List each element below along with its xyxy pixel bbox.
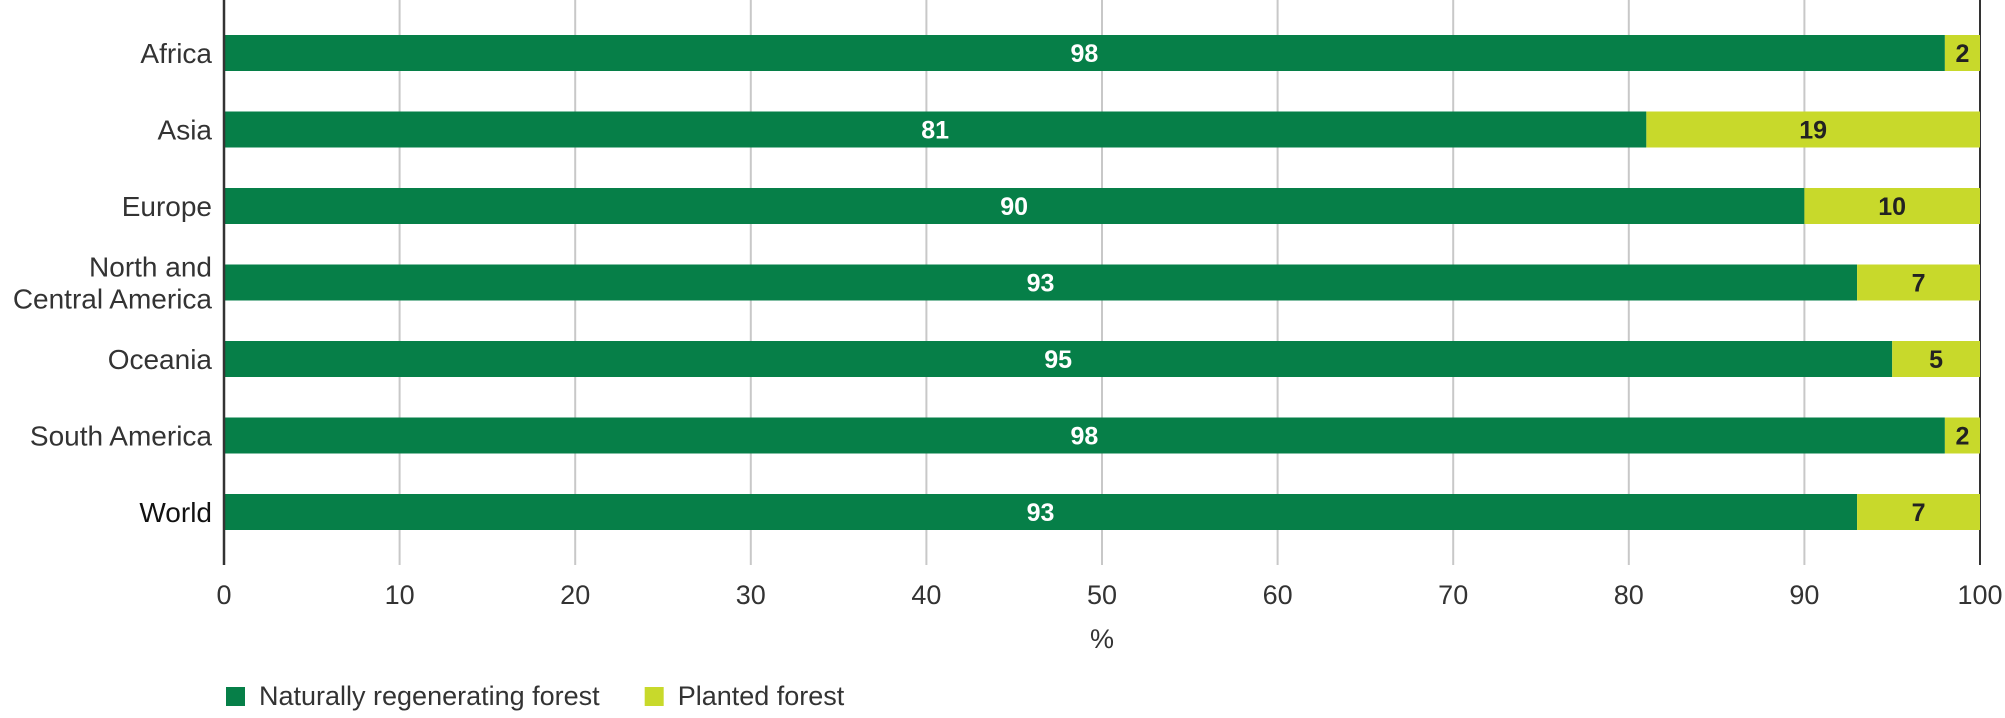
data-label: 2: [1955, 423, 1969, 451]
bar-naturally-regenerating: [224, 341, 1893, 377]
data-label: 93: [1027, 499, 1055, 527]
bar-naturally-regenerating: [224, 188, 1805, 224]
bar-planted: [1892, 341, 1980, 377]
bar-planted: [1857, 494, 1980, 530]
bar-naturally-regenerating: [224, 111, 1647, 148]
legend-swatch: [226, 687, 245, 706]
x-tick-label: 0: [216, 580, 231, 610]
x-tick-label: 90: [1789, 580, 1819, 610]
bar-planted: [1857, 264, 1980, 301]
x-tick-label: 70: [1438, 580, 1468, 610]
data-label: 90: [1000, 193, 1028, 221]
data-label: 95: [1044, 346, 1072, 374]
x-tick-label: 20: [560, 580, 590, 610]
x-tick-label: 50: [1087, 580, 1117, 610]
data-label: 19: [1799, 117, 1827, 145]
bar-planted: [1944, 417, 1980, 454]
x-tick-label: 40: [911, 580, 941, 610]
bar-planted: [1944, 35, 1980, 71]
data-label: 81: [921, 117, 949, 145]
bar-naturally-regenerating: [224, 417, 1945, 454]
x-tick-label: 80: [1614, 580, 1644, 610]
legend-swatch: [644, 687, 664, 706]
data-label: 10: [1878, 193, 1906, 221]
y-category-label: World: [139, 497, 212, 528]
legend-label: Naturally regenerating forest: [259, 681, 600, 711]
data-label: 2: [1955, 40, 1969, 68]
x-axis-label: %: [1090, 624, 1114, 654]
x-tick-label: 100: [1957, 580, 2002, 610]
y-category-label: South America: [30, 421, 213, 452]
data-label: 98: [1071, 423, 1099, 451]
bar-planted: [1646, 111, 1980, 148]
y-category-label: Asia: [158, 115, 213, 146]
data-label: 98: [1071, 40, 1099, 68]
bar-planted: [1804, 188, 1980, 224]
x-tick-label: 30: [736, 580, 766, 610]
data-label: 7: [1912, 270, 1926, 298]
y-category-label: North and: [89, 252, 212, 283]
data-label: 7: [1912, 499, 1926, 527]
bar-naturally-regenerating: [224, 264, 1858, 301]
bar-naturally-regenerating: [224, 494, 1858, 530]
x-tick-label: 60: [1263, 580, 1293, 610]
x-tick-label: 10: [385, 580, 415, 610]
y-category-label: Oceania: [108, 344, 213, 375]
bar-naturally-regenerating: [224, 35, 1945, 71]
data-label: 93: [1027, 270, 1055, 298]
y-category-label: Africa: [140, 38, 212, 69]
y-category-label: Central America: [13, 284, 213, 315]
data-label: 5: [1929, 346, 1943, 374]
legend-label: Planted forest: [678, 681, 845, 711]
y-category-label: Europe: [122, 191, 212, 222]
